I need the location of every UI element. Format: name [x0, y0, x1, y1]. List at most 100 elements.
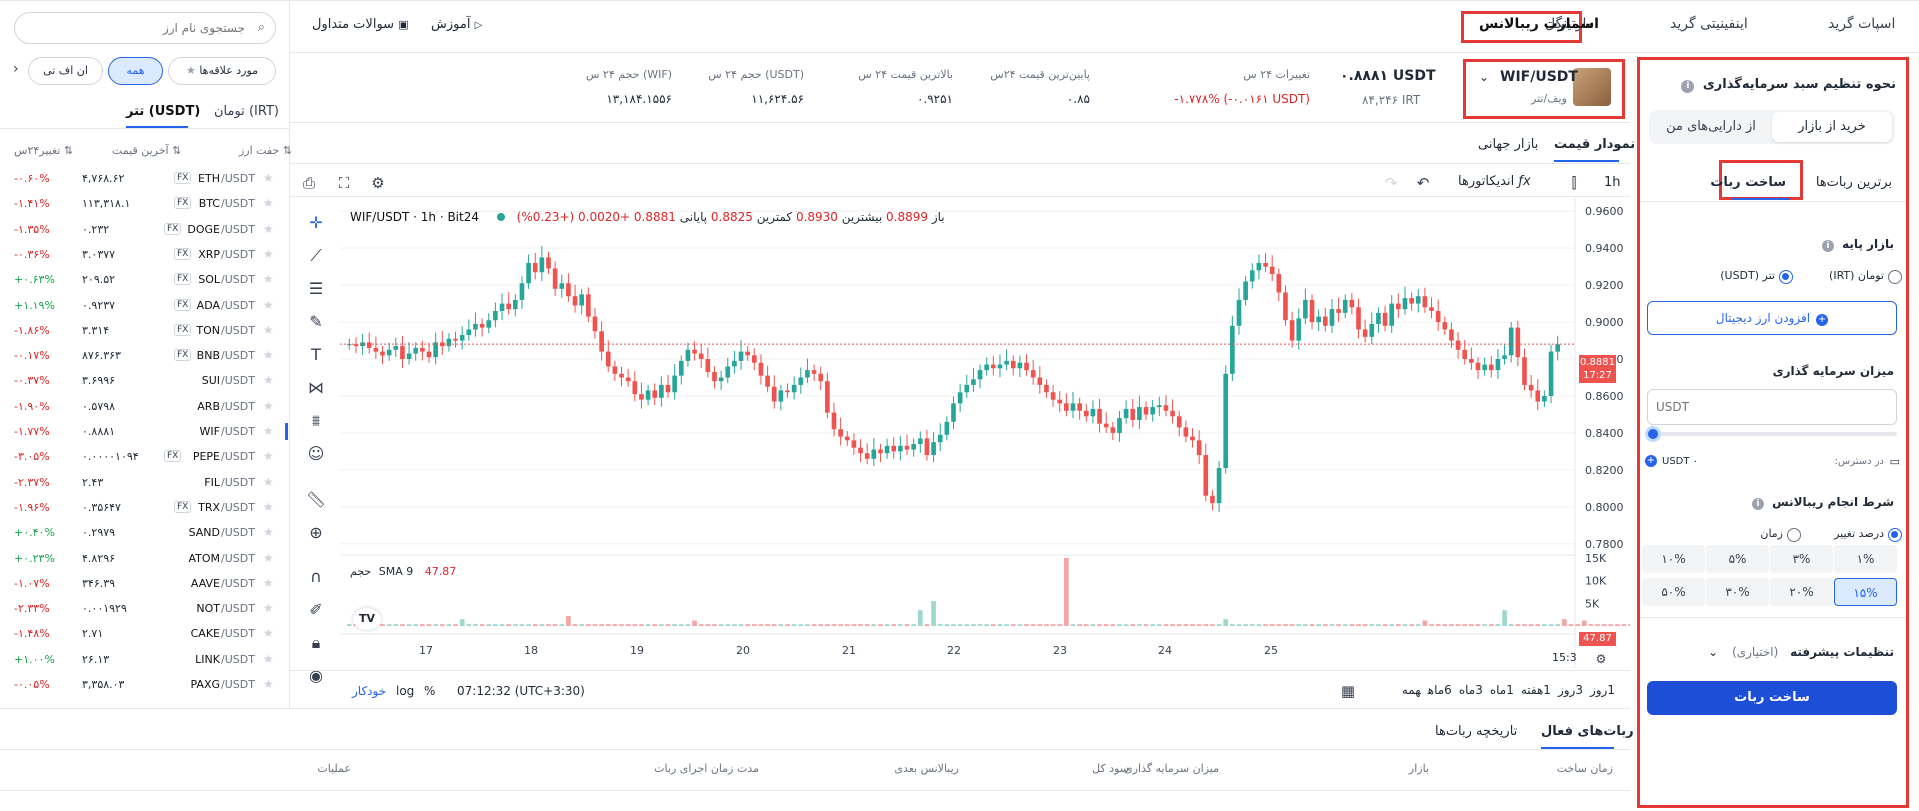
emoji-icon[interactable]: ☺: [307, 444, 325, 463]
redo-icon[interactable]: ↷: [1384, 174, 1398, 192]
camera-icon[interactable]: ⎙: [302, 174, 315, 192]
list-item[interactable]: ★ /USDT BTC FX ۱۱۳,۳۱۸.۱ -۱.۴۱%: [0, 191, 288, 216]
list-item[interactable]: ★ /USDT TRX FX ۰.۳۵۶۴۷ -۱.۹۶%: [0, 495, 288, 520]
star-icon[interactable]: ★: [263, 575, 274, 590]
tab-spot-grid[interactable]: اسپات گرید: [1828, 16, 1896, 32]
list-item[interactable]: ★ /USDT PEPE FX ۰.۰۰۰۰۱۰۹۴ -۳.۰۵%: [0, 444, 288, 469]
range-option[interactable]: همه: [1401, 683, 1421, 697]
percent-option[interactable]: ۲۰%: [1770, 578, 1833, 606]
range-option[interactable]: 3روز: [1557, 683, 1583, 697]
col-change[interactable]: تغییر۲۴س ⇅: [14, 144, 74, 157]
radio-irt[interactable]: [1888, 270, 1902, 284]
pattern-icon[interactable]: ⋈: [308, 378, 324, 397]
learn-link[interactable]: آموزش ▷: [431, 17, 486, 32]
search-input[interactable]: [25, 18, 245, 38]
list-item[interactable]: ★ /USDT ADA FX ۰.۹۲۳۷ +۱.۱۹%: [0, 293, 288, 318]
list-item[interactable]: ★ /USDT DOGE FX ۰.۲۳۲ -۱.۳۵%: [0, 217, 288, 242]
list-item[interactable]: ★ /USDT PAXG ۳,۳۵۸.۰۳ -۰.۰۵%: [0, 672, 288, 697]
star-icon[interactable]: ★: [263, 297, 274, 312]
star-icon[interactable]: ★: [263, 677, 274, 691]
list-item[interactable]: ★ /USDT NOT ۰.۰۰۱۹۲۹ -۲.۳۳%: [0, 596, 288, 621]
list-item[interactable]: ★ /USDT ATOM ۴.۸۲۹۶ +۰.۲۳%: [0, 546, 288, 571]
percent-option[interactable]: ۱۰%: [1642, 545, 1705, 573]
calendar-icon[interactable]: ▦: [1340, 682, 1356, 700]
chart-tab-global[interactable]: بازار جهانی: [1478, 137, 1539, 152]
bottom-tab-active-bots[interactable]: ربات‌های فعال: [1541, 724, 1634, 739]
search-box[interactable]: ⌕: [14, 12, 276, 44]
panel-tab-top-bots[interactable]: برترین ربات‌ها: [1815, 175, 1892, 190]
star-icon[interactable]: ★: [263, 449, 274, 464]
filter-all[interactable]: همه: [108, 57, 163, 85]
log-toggle[interactable]: log: [396, 684, 415, 698]
percent-option[interactable]: ۵%: [1706, 545, 1769, 573]
advanced-settings[interactable]: تنظیمات پیشرفته (اختیاری) ⌄: [1708, 645, 1894, 659]
chevron-down-icon[interactable]: ⌄: [1479, 70, 1490, 84]
star-icon[interactable]: ★: [263, 651, 274, 666]
text-tool-icon[interactable]: T: [311, 345, 321, 364]
invest-slider-track[interactable]: [1647, 432, 1897, 436]
list-item[interactable]: ★ /USDT SOL FX ۲۰۹.۵۲ +۰.۶۳%: [0, 267, 288, 292]
list-item[interactable]: ★ /USDT FIL ۲.۴۳ -۲.۳۷%: [0, 470, 288, 495]
list-item[interactable]: ★ /USDT AAVE ۳۴۶.۳۹ -۱.۰۷%: [0, 571, 288, 596]
list-item[interactable]: ★ /USDT SUI ۳.۶۹۹۶ -۰.۳۷%: [0, 368, 288, 393]
star-icon[interactable]: ★: [263, 474, 274, 489]
trend-line-icon[interactable]: ⟋: [310, 246, 322, 265]
undo-icon[interactable]: ↶: [1416, 174, 1430, 192]
star-icon[interactable]: ★: [263, 601, 274, 616]
panel-tab-build[interactable]: ساخت ربات: [1710, 175, 1786, 190]
source-market[interactable]: خرید از بازار: [1772, 112, 1892, 142]
invest-input-box[interactable]: [1647, 389, 1897, 425]
list-item[interactable]: ★ /USDT WIF ۰.۸۸۸۱ -۱.۷۷%: [0, 419, 288, 444]
filter-nft[interactable]: ان اف تی: [28, 57, 103, 85]
list-item[interactable]: ★ /USDT ETH FX ۴,۷۶۸.۶۲ -۰.۶۰%: [0, 166, 288, 191]
invest-slider-handle[interactable]: [1645, 426, 1661, 442]
range-option[interactable]: 6ماه: [1427, 683, 1452, 697]
range-option[interactable]: 1روز: [1589, 683, 1615, 697]
magnet-icon[interactable]: ∩: [310, 567, 322, 586]
pct-toggle[interactable]: %: [424, 684, 436, 698]
star-icon[interactable]: ★: [263, 196, 274, 211]
star-icon[interactable]: ★: [263, 348, 274, 363]
star-icon[interactable]: ★: [263, 626, 274, 641]
settings-small-icon[interactable]: ⚙: [1595, 652, 1607, 666]
star-icon[interactable]: ★: [263, 550, 274, 565]
indicators-button[interactable]: اندیکاتورها ƒx: [1458, 174, 1537, 189]
bottom-tab-history[interactable]: تاریخچه ربات‌ها: [1435, 724, 1518, 739]
faq-link[interactable]: سوالات متداول ▣: [312, 17, 413, 32]
source-assets[interactable]: از دارایی‌های من: [1666, 119, 1756, 134]
range-option[interactable]: 3ماه: [1458, 683, 1483, 697]
tab-smart-rebalance[interactable]: اسمارت ریبالانس: [1479, 16, 1599, 32]
pair-selector[interactable]: [1463, 59, 1625, 119]
list-item[interactable]: ★ /USDT BNB FX ۸۷۶.۳۶۳ -۰.۱۷%: [0, 343, 288, 368]
add-coin-button[interactable]: +افزودن ارز دیجیتال: [1647, 301, 1897, 335]
star-icon[interactable]: ★: [263, 373, 274, 388]
brush-icon[interactable]: ✎: [309, 312, 323, 331]
radio-percent[interactable]: [1888, 528, 1902, 542]
list-item[interactable]: ★ /USDT XRP FX ۳.۰۳۷۷ -۰.۳۶%: [0, 242, 288, 267]
range-option[interactable]: 1ماه: [1489, 683, 1514, 697]
list-item[interactable]: ★ /USDT ARB ۰.۵۷۹۸ -۱.۹۰%: [0, 394, 288, 419]
invest-input[interactable]: [1656, 398, 1886, 416]
radio-time[interactable]: [1787, 528, 1801, 542]
list-item[interactable]: ★ /USDT LINK ۲۶.۱۳ +۱.۰۰%: [0, 647, 288, 672]
star-icon[interactable]: ★: [263, 398, 274, 413]
deposit-plus-icon[interactable]: +: [1645, 455, 1657, 467]
crosshair-icon[interactable]: ✛: [309, 213, 323, 232]
tab-infinity-grid[interactable]: اینفینیتی گرید: [1670, 16, 1748, 32]
col-last-price[interactable]: آخرین قیمت ⇅: [112, 144, 182, 157]
star-icon[interactable]: ★: [263, 322, 274, 337]
filter-favorites[interactable]: ★ مورد علاقه‌ها: [168, 57, 276, 85]
radio-usdt[interactable]: [1779, 270, 1793, 284]
percent-option[interactable]: ۵۰%: [1642, 578, 1705, 606]
price-chart[interactable]: 0.96000.94000.92000.90000.88000.86000.84…: [340, 198, 1630, 678]
submit-button[interactable]: ساخت ربات: [1647, 681, 1897, 715]
list-item[interactable]: ★ /USDT CAKE ۲.۷۱ -۱.۴۸%: [0, 621, 288, 646]
star-icon[interactable]: ★: [263, 499, 274, 514]
list-item[interactable]: ★ /USDT TON FX ۳.۳۱۴ -۱.۸۶%: [0, 318, 288, 343]
eye-icon[interactable]: ◉: [309, 666, 323, 685]
star-icon[interactable]: ★: [263, 171, 274, 185]
quote-tab-usdt[interactable]: تتر (USDT): [126, 104, 201, 119]
auto-toggle[interactable]: خودکار: [352, 684, 387, 698]
percent-option[interactable]: ۱۵%: [1834, 578, 1897, 606]
range-option[interactable]: 1هفته: [1520, 683, 1551, 697]
